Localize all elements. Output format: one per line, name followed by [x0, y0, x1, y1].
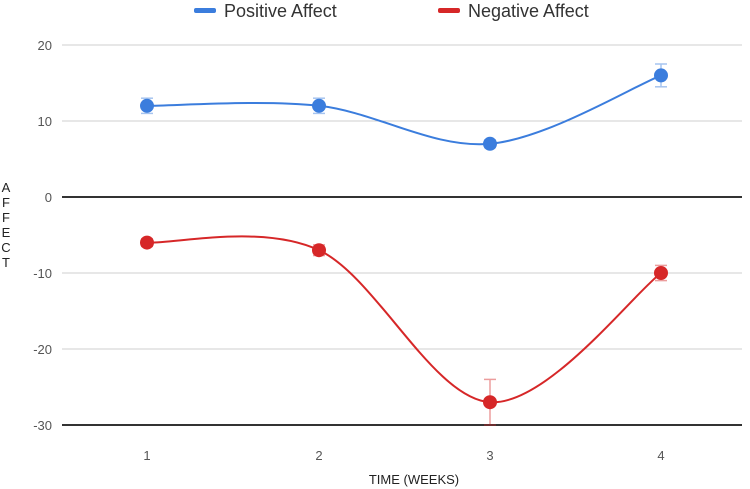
- legend-label-positive: Positive Affect: [224, 1, 337, 21]
- x-tick-labels: 1 2 3 4: [143, 448, 664, 463]
- x-axis-title: TIME (WEEKS): [369, 472, 459, 487]
- y-axis-title-letter: T: [2, 255, 10, 270]
- series-positive-affect: [140, 63, 668, 151]
- data-point: [312, 98, 326, 113]
- y-axis-title-letter: C: [1, 240, 10, 255]
- data-point: [140, 98, 154, 113]
- x-tick-label: 3: [486, 448, 493, 463]
- y-tick-label: 0: [45, 190, 52, 205]
- data-point: [312, 243, 326, 258]
- x-tick-label: 2: [315, 448, 322, 463]
- y-axis-title-letter: A: [2, 180, 11, 195]
- data-point: [140, 235, 154, 250]
- y-axis-title-letter: E: [2, 225, 11, 240]
- legend: Positive Affect Negative Affect: [194, 1, 589, 21]
- y-tick-label: -20: [33, 342, 52, 357]
- x-tick-label: 4: [657, 448, 664, 463]
- data-point: [654, 266, 668, 280]
- series-negative-affect: [140, 235, 668, 426]
- y-tick-label: 20: [38, 38, 52, 53]
- legend-swatch-positive: [194, 8, 216, 13]
- series-line-positive-affect: [146, 74, 662, 146]
- data-point: [483, 136, 497, 151]
- legend-label-negative: Negative Affect: [468, 1, 589, 21]
- y-axis-title-letter: F: [2, 195, 10, 210]
- data-point: [483, 395, 497, 410]
- data-point: [654, 68, 668, 83]
- grid-lines: [62, 44, 742, 426]
- y-axis-title-letter: F: [2, 210, 10, 225]
- series-group: [140, 63, 668, 426]
- x-tick-label: 1: [143, 448, 150, 463]
- y-tick-label: -30: [33, 418, 52, 433]
- y-tick-label: 10: [38, 114, 52, 129]
- legend-swatch-negative: [438, 8, 460, 13]
- y-tick-label: -10: [33, 266, 52, 281]
- y-tick-labels: 20 10 0 -10 -20 -30: [33, 38, 52, 433]
- series-line-negative-affect: [146, 235, 662, 404]
